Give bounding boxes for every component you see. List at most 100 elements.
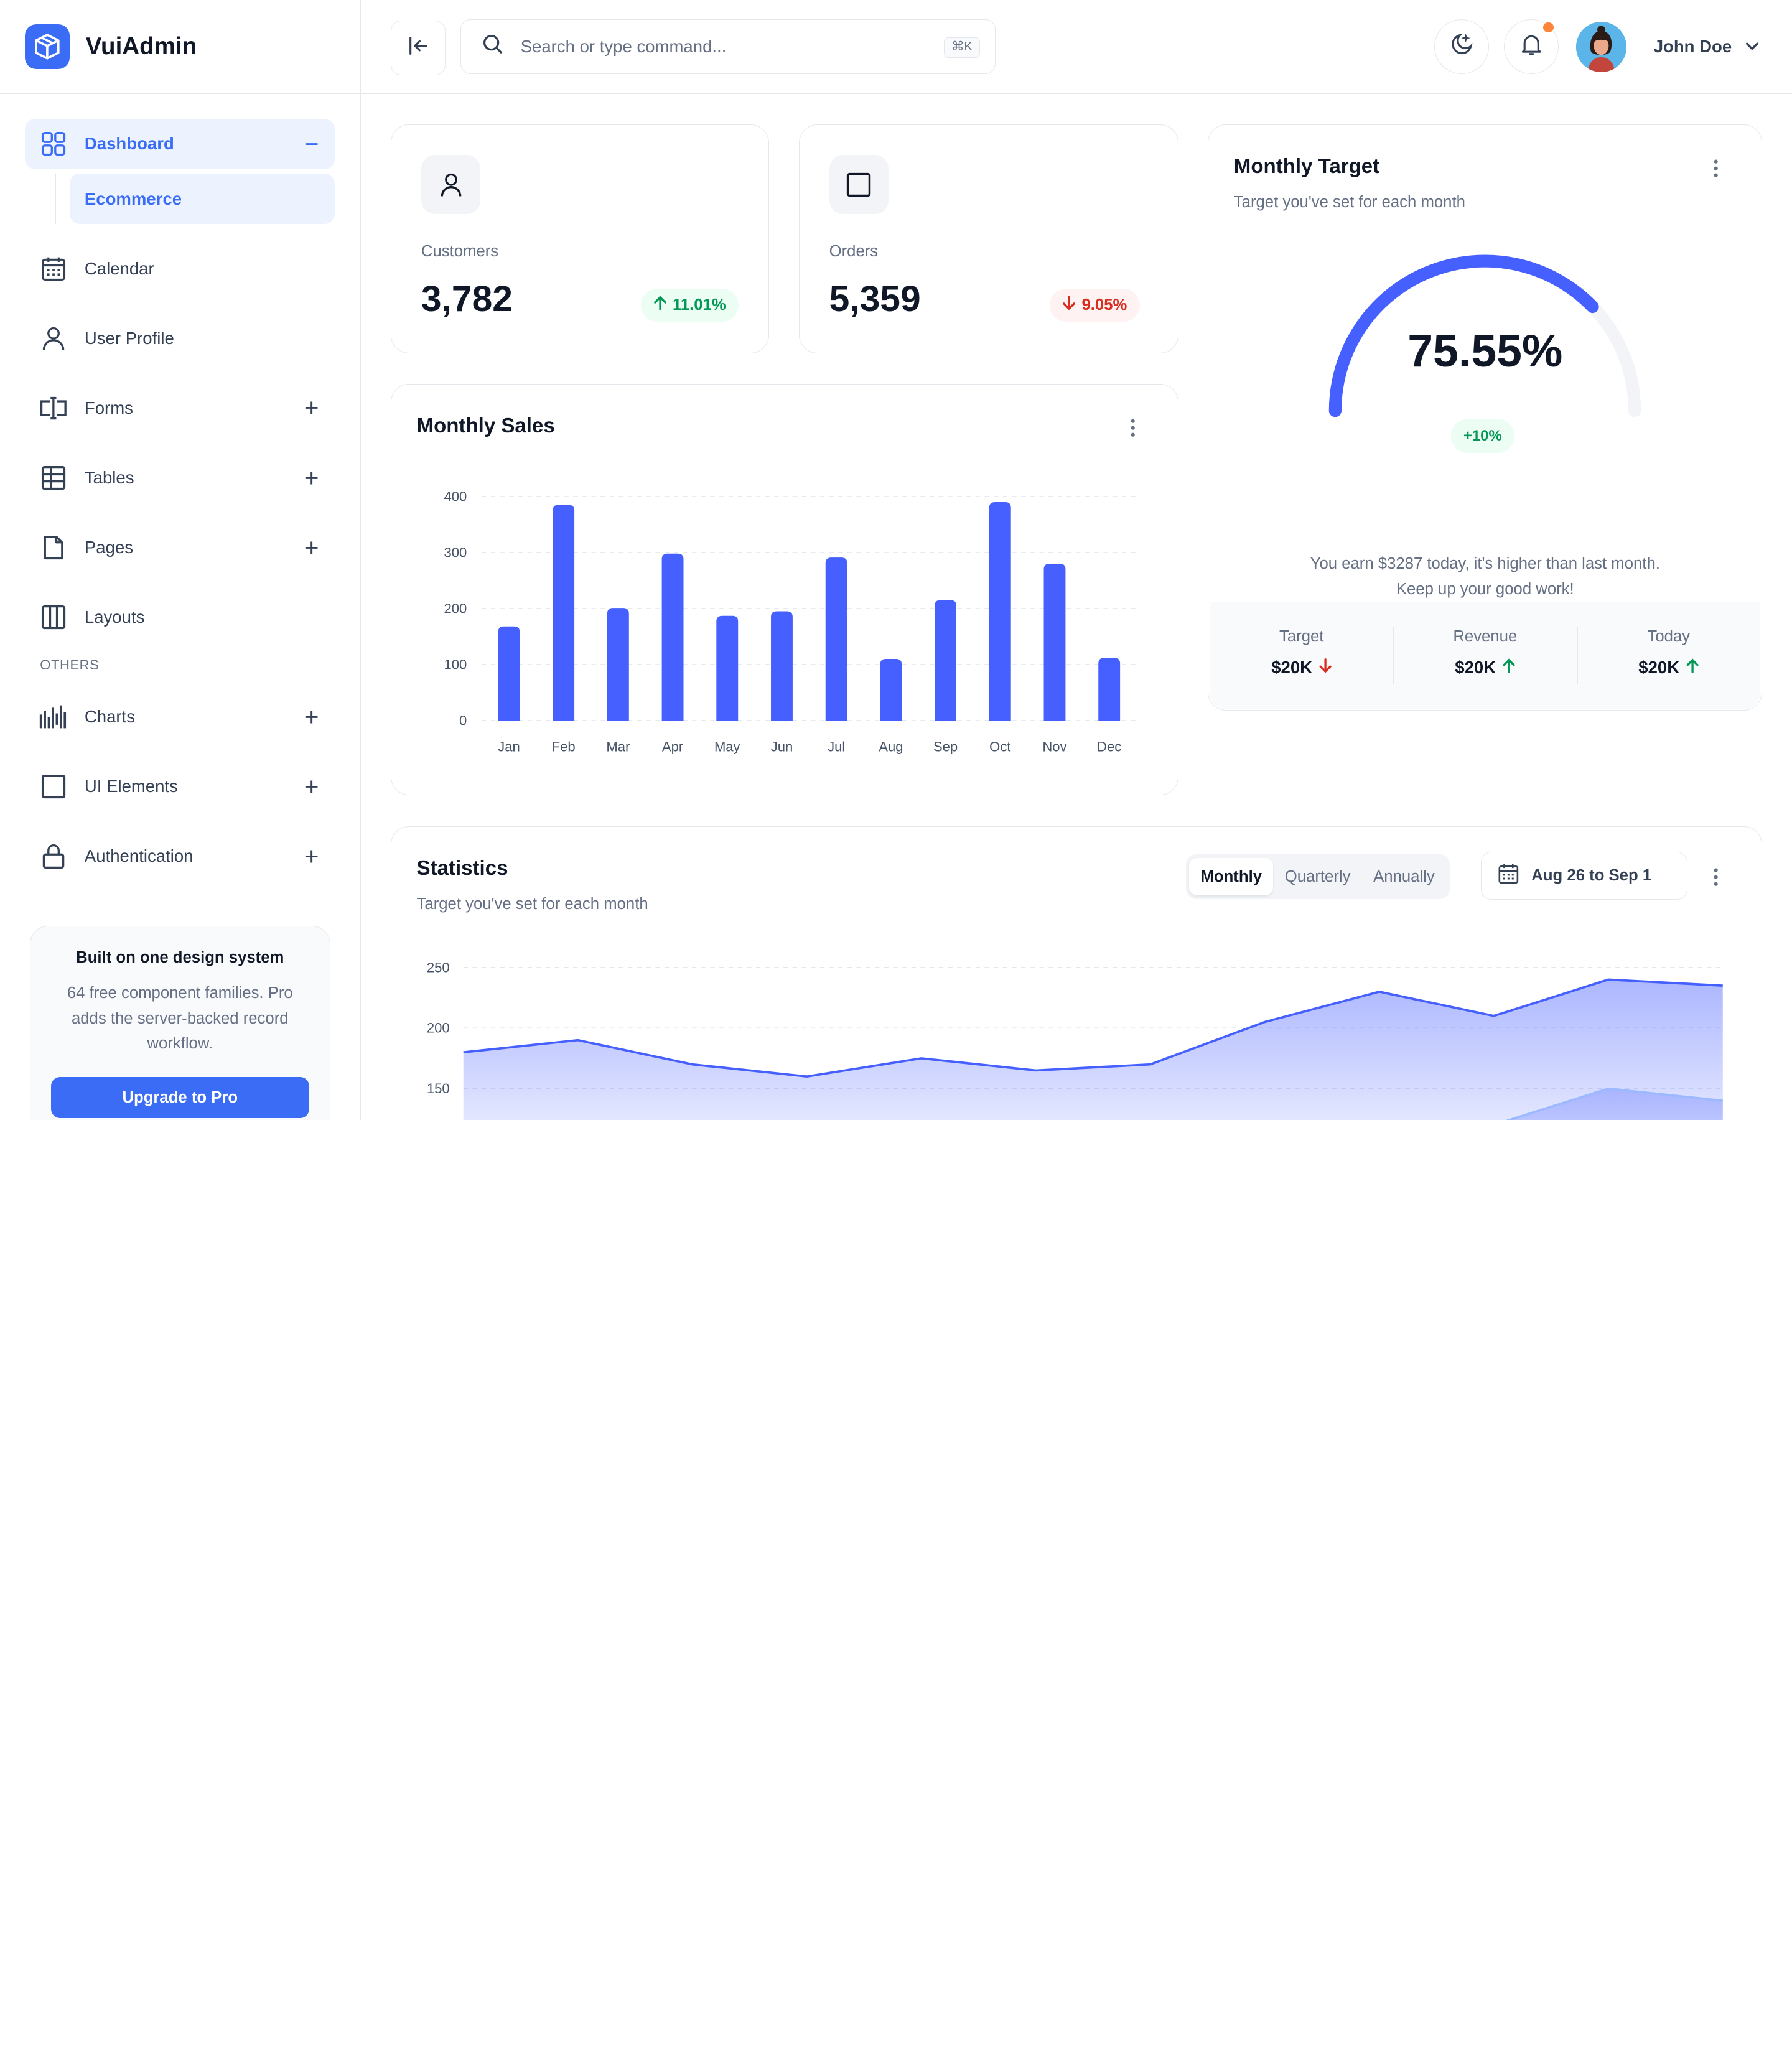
forms-icon xyxy=(39,393,68,423)
sidebar-item-authentication[interactable]: Authentication + xyxy=(25,831,335,881)
date-range-picker[interactable]: Aug 26 to Sep 1 xyxy=(1480,852,1687,900)
tab-quarterly[interactable]: Quarterly xyxy=(1284,867,1351,885)
user-name[interactable]: John Doe xyxy=(1653,36,1732,56)
bar xyxy=(825,557,847,721)
x-tick-label: May xyxy=(714,739,740,755)
sidebar-item-label: Dashboard xyxy=(84,134,174,154)
sidebar-item-label: Authentication xyxy=(84,846,194,865)
sidebar-toggle-button[interactable] xyxy=(391,21,446,76)
card-subtitle: Target you've set for each month xyxy=(1233,194,1465,212)
app: VuiAdmin Dashboard − Ecommerce Calendar xyxy=(0,0,1792,1120)
period-tabs: Monthly Quarterly Annually xyxy=(1185,854,1450,899)
tab-monthly[interactable]: Monthly xyxy=(1189,857,1274,896)
x-tick-label: Apr xyxy=(662,739,683,755)
series-line xyxy=(1505,1087,1724,1120)
tab-annually[interactable]: Annually xyxy=(1373,867,1435,885)
avatar[interactable] xyxy=(1575,21,1626,72)
x-tick-label: Mar xyxy=(607,739,630,755)
plus-icon[interactable]: + xyxy=(304,702,319,731)
more-options-icon[interactable] xyxy=(1705,155,1728,182)
bar xyxy=(498,626,520,721)
plus-icon[interactable]: + xyxy=(304,533,319,562)
sidebar: VuiAdmin Dashboard − Ecommerce Calendar xyxy=(0,0,362,1120)
arrow-down-icon xyxy=(1319,658,1332,678)
stat-value-row: $20K xyxy=(1455,658,1515,678)
chevron-down-icon[interactable] xyxy=(1744,38,1760,59)
submenu-divider xyxy=(55,174,56,224)
card-title: Monthly Target xyxy=(1233,154,1380,178)
plus-icon[interactable]: + xyxy=(304,841,319,870)
change-badge: 11.01% xyxy=(640,288,739,322)
sidebar-item-calendar[interactable]: Calendar xyxy=(25,243,335,294)
arrow-down-icon xyxy=(1062,296,1076,315)
area-fill xyxy=(463,979,1723,1120)
x-tick-label: Sep xyxy=(933,739,958,755)
monthly-target-card: Monthly Target Target you've set for eac… xyxy=(1208,124,1763,711)
sidebar-item-tables[interactable]: Tables + xyxy=(25,452,335,503)
sidebar-item-label: Tables xyxy=(84,467,134,487)
metric-label: Orders xyxy=(829,243,879,261)
sidebar-subitem-ecommerce[interactable]: Ecommerce xyxy=(70,174,335,224)
sidebar-item-pages[interactable]: Pages + xyxy=(25,522,335,572)
x-tick-label: Aug xyxy=(879,739,903,755)
sidebar-item-label: Layouts xyxy=(84,607,145,627)
monthly-sales-chart: 0 100 200 300 400 Jan Feb Mar Apr May Jun Jul Aug Sep… xyxy=(444,488,1137,755)
sidebar-item-ui-elements[interactable]: UI Elements + xyxy=(25,761,335,811)
sidebar-item-user-profile[interactable]: User Profile xyxy=(25,313,335,363)
sidebar-item-forms[interactable]: Forms + xyxy=(25,383,335,433)
sidebar-item-layouts[interactable]: Layouts xyxy=(25,592,335,642)
shortcut-hint: ⌘K xyxy=(944,37,980,58)
sidebar-item-charts[interactable]: Charts + xyxy=(25,691,335,742)
statistics-card: Statistics Target you've set for each mo… xyxy=(391,826,1763,1120)
x-tick-label: Oct xyxy=(989,739,1010,755)
bar xyxy=(1043,564,1066,721)
orders-card: Orders 5,359 9.05% xyxy=(798,124,1178,353)
plus-icon[interactable]: + xyxy=(304,393,319,422)
upgrade-button[interactable]: Upgrade to Pro xyxy=(50,1076,309,1118)
more-options-icon[interactable] xyxy=(1122,414,1145,442)
area-fill xyxy=(1510,1088,1723,1120)
brand-logo-icon[interactable] xyxy=(25,24,70,69)
sidebar-item-label: Forms xyxy=(84,398,133,417)
bar xyxy=(716,615,739,721)
target-stat: Revenue $20K xyxy=(1393,602,1577,709)
search-input[interactable] xyxy=(520,37,910,57)
change-value: 9.05% xyxy=(1081,296,1127,314)
bar xyxy=(989,502,1011,721)
change-badge: 9.05% xyxy=(1050,288,1140,322)
sidebar-item-label: Pages xyxy=(84,537,133,557)
arrow-up-icon xyxy=(1503,658,1515,678)
monthly-sales-card: Monthly Sales 0 100 200 300 400 Jan Feb Mar Apr M… xyxy=(391,384,1178,796)
y-tick-label: 300 xyxy=(444,544,467,560)
arrow-up-icon xyxy=(1686,658,1699,678)
more-options-icon[interactable] xyxy=(1705,864,1728,891)
metric-label: Customers xyxy=(421,243,499,261)
series-line xyxy=(463,978,1723,1078)
date-range-text: Aug 26 to Sep 1 xyxy=(1531,867,1652,885)
page-icon xyxy=(39,533,68,562)
sidebar-item-dashboard[interactable]: Dashboard − xyxy=(25,119,335,169)
dashboard-submenu: Ecommerce xyxy=(55,174,335,224)
bar xyxy=(771,611,793,721)
plus-icon[interactable]: + xyxy=(304,463,319,492)
bar xyxy=(661,553,684,721)
card-title: Monthly Sales xyxy=(416,414,555,437)
card-title: Statistics xyxy=(416,856,508,880)
target-message: You earn $3287 today, it's higher than l… xyxy=(1208,551,1762,602)
x-tick-label: Jan xyxy=(498,739,520,755)
bar xyxy=(880,659,902,721)
notifications-button[interactable] xyxy=(1504,19,1559,75)
x-tick-label: Jul xyxy=(828,739,845,755)
sidebar-item-label: Calendar xyxy=(84,258,154,278)
plus-icon[interactable]: + xyxy=(304,772,319,801)
collapse-icon[interactable]: − xyxy=(304,129,319,159)
theme-toggle-button[interactable] xyxy=(1434,19,1490,75)
top-header: ⌘K John Doe xyxy=(361,0,1792,94)
x-tick-label: Jun xyxy=(771,739,793,755)
bar-chart-icon xyxy=(39,702,68,732)
promo-title: Built on one design system xyxy=(76,949,284,967)
y-tick-label: 400 xyxy=(444,488,467,504)
sidebar-item-label: UI Elements xyxy=(84,776,178,796)
stat-value-row: $20K xyxy=(1271,658,1332,678)
target-stat: Today $20K xyxy=(1577,602,1760,709)
